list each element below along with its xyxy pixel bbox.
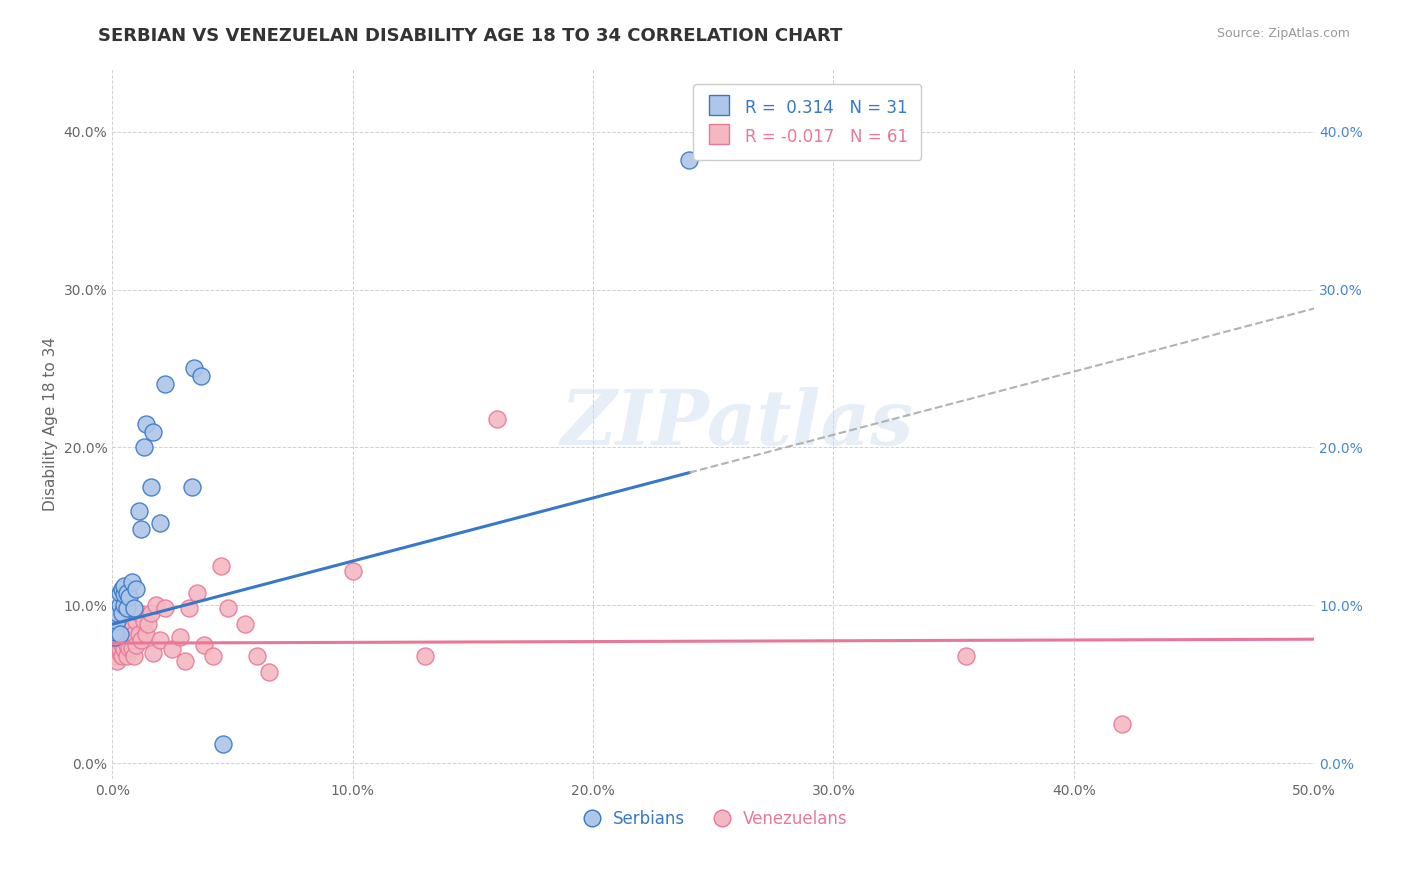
Point (105, 614, 128, 628)
Point (162, 642, 184, 657)
Point (121, 630, 143, 644)
Point (217, 601, 239, 615)
Point (105, 653, 128, 667)
Point (104, 630, 127, 644)
Point (233, 617, 256, 632)
Point (111, 606, 134, 620)
Point (108, 599, 131, 613)
Point (105, 632, 128, 647)
Point (118, 622, 141, 636)
Point (173, 653, 195, 667)
Point (149, 632, 172, 647)
Point (128, 503, 150, 517)
Point (111, 626, 134, 640)
Point (121, 617, 143, 632)
Point (122, 601, 145, 615)
Point (112, 587, 135, 601)
Point (108, 630, 131, 644)
Point (111, 648, 134, 663)
Point (186, 585, 208, 599)
Point (118, 591, 141, 605)
Point (105, 622, 128, 636)
Legend: Serbians, Venezuelans: Serbians, Venezuelans (572, 803, 855, 835)
Point (112, 579, 135, 593)
Point (108, 626, 131, 640)
Point (1111, 716, 1133, 731)
Point (118, 640, 141, 655)
Point (155, 601, 177, 615)
Point (125, 582, 148, 597)
Point (190, 369, 212, 384)
Point (135, 417, 157, 431)
Point (179, 601, 201, 615)
Point (202, 648, 225, 663)
Point (104, 625, 127, 640)
Point (142, 646, 165, 660)
Point (149, 516, 172, 531)
Point (246, 648, 269, 663)
Point (115, 585, 138, 599)
Point (125, 614, 148, 628)
Point (121, 640, 143, 655)
Point (132, 614, 155, 628)
Point (132, 441, 155, 455)
Point (128, 606, 150, 620)
Point (108, 585, 131, 599)
Point (125, 638, 148, 652)
Point (413, 648, 436, 663)
Point (138, 617, 160, 632)
Point (115, 648, 138, 663)
Point (122, 648, 145, 663)
Point (115, 601, 138, 615)
Point (111, 638, 134, 652)
Point (105, 642, 128, 657)
Point (955, 648, 977, 663)
Point (678, 153, 700, 167)
Point (135, 626, 157, 640)
Point (112, 599, 135, 613)
Point (104, 648, 127, 663)
Point (104, 630, 127, 644)
Point (145, 599, 167, 613)
Point (212, 737, 235, 751)
Point (209, 558, 232, 573)
Point (105, 606, 128, 620)
Point (112, 630, 135, 644)
Point (108, 642, 131, 657)
Point (142, 425, 165, 439)
Point (193, 638, 215, 652)
Point (108, 617, 131, 632)
Point (104, 638, 127, 652)
Point (112, 614, 135, 628)
Point (115, 626, 138, 640)
Point (111, 632, 134, 647)
Point (115, 638, 138, 652)
Point (129, 632, 152, 647)
Point (104, 626, 127, 640)
Point (128, 626, 150, 640)
Point (112, 622, 135, 636)
Point (139, 480, 162, 494)
Point (183, 361, 205, 376)
Point (112, 642, 135, 657)
Point (180, 480, 202, 494)
Point (122, 626, 145, 640)
Point (129, 523, 152, 537)
Text: SERBIAN VS VENEZUELAN DISABILITY AGE 18 TO 34 CORRELATION CHART: SERBIAN VS VENEZUELAN DISABILITY AGE 18 … (98, 27, 842, 45)
Text: Source: ZipAtlas.com: Source: ZipAtlas.com (1216, 27, 1350, 40)
Point (485, 412, 508, 426)
Point (169, 630, 191, 644)
Y-axis label: Disability Age 18 to 34: Disability Age 18 to 34 (44, 336, 58, 511)
Text: ZIPatlas: ZIPatlas (561, 387, 914, 461)
Point (155, 377, 177, 392)
Point (257, 665, 280, 679)
Point (118, 632, 141, 647)
Point (121, 574, 143, 589)
Point (342, 564, 364, 578)
Point (139, 606, 162, 620)
Point (111, 582, 134, 597)
Point (108, 646, 131, 660)
